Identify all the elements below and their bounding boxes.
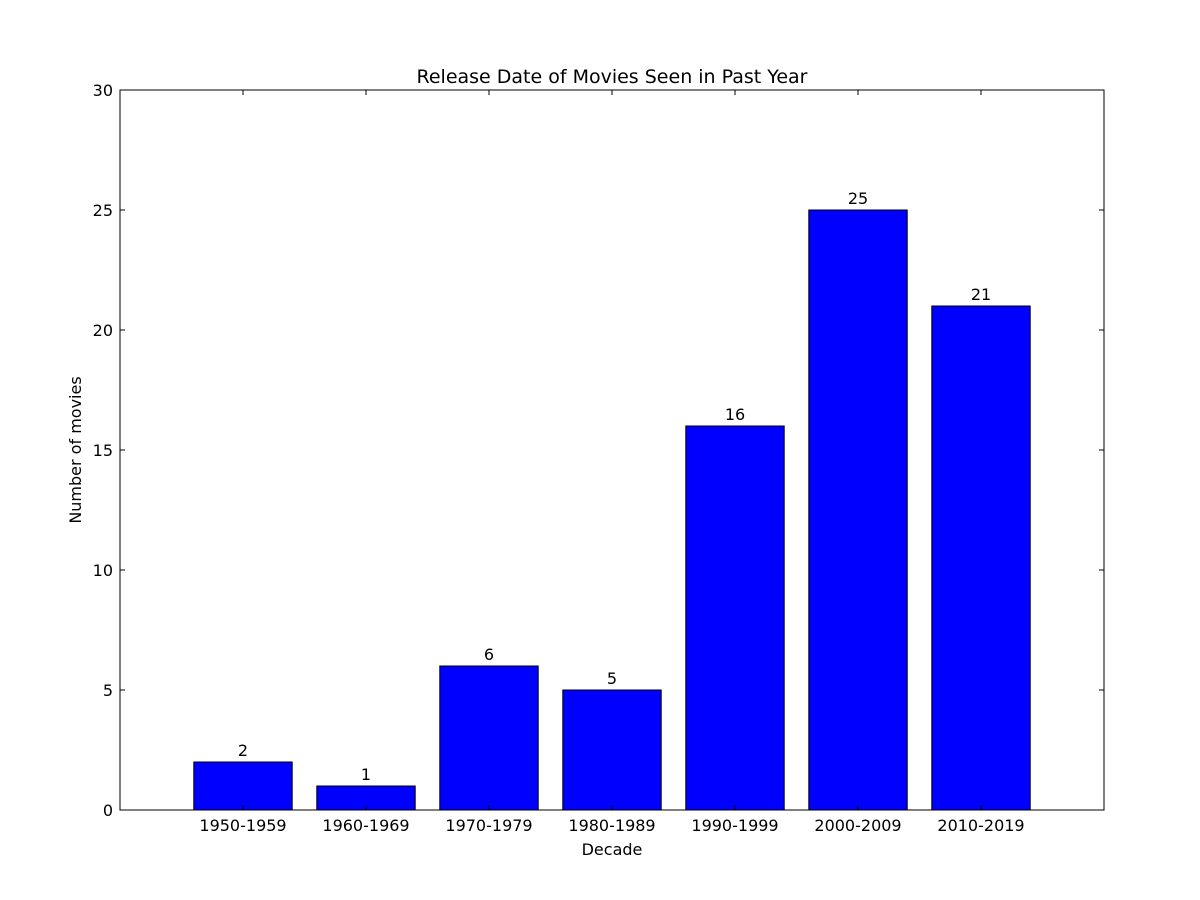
bar-value-label: 16 xyxy=(725,405,745,424)
y-tick-label: 30 xyxy=(93,81,113,100)
x-axis-label: Decade xyxy=(582,840,643,859)
y-tick-label: 5 xyxy=(103,681,113,700)
x-tick-label: 1970-1979 xyxy=(445,816,532,835)
bar-value-label: 6 xyxy=(484,645,494,664)
y-tick-label: 20 xyxy=(93,321,113,340)
bar-1980-1989 xyxy=(562,689,662,811)
bar-2000-2009 xyxy=(808,209,908,811)
y-tick-label: 25 xyxy=(93,201,113,220)
chart-title: Release Date of Movies Seen in Past Year xyxy=(417,66,808,88)
bar-1990-1999 xyxy=(685,425,785,811)
bar-1970-1979 xyxy=(439,665,539,811)
y-tick-label: 10 xyxy=(93,561,113,580)
bar-value-label: 25 xyxy=(848,189,868,208)
x-tick-label: 1990-1999 xyxy=(691,816,778,835)
bar-value-label: 5 xyxy=(607,669,617,688)
x-tick-label: 1950-1959 xyxy=(199,816,286,835)
bar-value-label: 21 xyxy=(971,285,991,304)
bar-2010-2019 xyxy=(931,305,1031,811)
x-tick-label: 2000-2009 xyxy=(814,816,901,835)
bar-value-label: 2 xyxy=(238,741,248,760)
bar-1950-1959 xyxy=(193,761,293,811)
plot-frame xyxy=(119,89,1105,811)
y-tick-label: 15 xyxy=(93,441,113,460)
ticks-group: 1950-1959 1960-1969 1970-1979 1980-1989 1990… xyxy=(93,81,1104,835)
bar-value-label: 1 xyxy=(361,765,371,784)
y-tick-label: 0 xyxy=(103,801,113,820)
x-tick-label: 2010-2019 xyxy=(937,816,1024,835)
y-axis-label: Number of movies xyxy=(66,376,85,523)
x-tick-label: 1960-1969 xyxy=(322,816,409,835)
x-tick-label: 1980-1989 xyxy=(568,816,655,835)
